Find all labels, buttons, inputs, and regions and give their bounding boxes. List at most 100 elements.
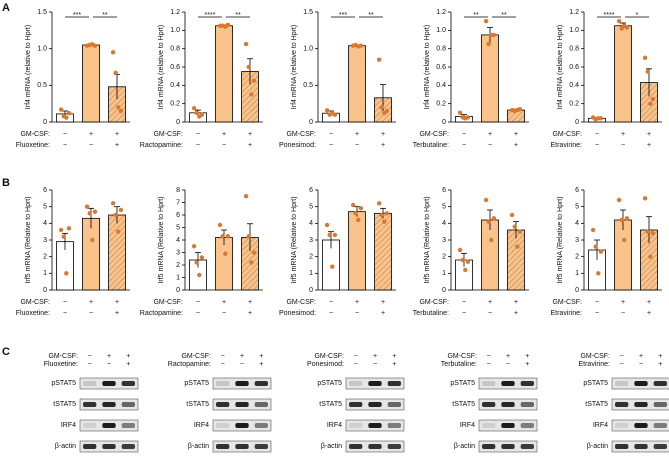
data-point	[384, 108, 390, 114]
y-tick-label: 0.4	[436, 82, 446, 89]
data-point	[191, 244, 197, 249]
condition-sign: +	[89, 299, 93, 306]
band-label: IRF4	[61, 422, 76, 429]
condition-sign: −	[487, 361, 491, 368]
band-label: β-actin	[188, 443, 209, 450]
condition-sign: −	[595, 142, 599, 149]
condition-sign: −	[487, 353, 491, 360]
y-tick-label: 5	[176, 224, 180, 231]
blot-band	[235, 402, 249, 407]
y-tick-label: 5	[43, 204, 47, 211]
y-tick-label: 3	[442, 237, 446, 244]
data-point	[194, 260, 199, 265]
condition-sign: −	[196, 131, 200, 138]
condition-sign: −	[88, 353, 92, 360]
condition-sign: −	[595, 310, 599, 317]
data-point	[483, 197, 489, 203]
data-point	[118, 207, 124, 213]
data-point	[624, 216, 630, 221]
condition-sign: +	[355, 131, 359, 138]
data-point	[110, 50, 116, 55]
condition-sign: +	[248, 299, 252, 306]
row-label: Etravirine:	[550, 310, 582, 317]
blot-band	[482, 444, 496, 449]
condition-sign: +	[115, 310, 119, 317]
row-label: Terbutaline:	[413, 142, 449, 149]
y-tick-label: 7	[176, 199, 180, 206]
blot-band	[235, 381, 249, 386]
condition-sign: −	[196, 142, 200, 149]
data-point	[251, 78, 257, 83]
row-label: GM-CSF:	[20, 131, 50, 138]
data-point	[243, 41, 249, 47]
row-label: Ponesimod:	[279, 142, 316, 149]
data-point	[249, 92, 254, 97]
y-axis-label: Irf4 mRNA (relative to Hprt)	[557, 25, 564, 109]
data-point	[327, 232, 332, 238]
data-point	[358, 206, 364, 211]
y-axis-label: Irf4 mRNA (relative to Hprt)	[291, 25, 298, 109]
band-label: IRF4	[593, 422, 608, 429]
blot-band	[216, 423, 230, 428]
row-label: Terbutaline:	[413, 310, 449, 317]
data-point	[517, 229, 523, 234]
condition-sign: −	[107, 361, 111, 368]
blot-band	[653, 381, 667, 386]
y-tick-label: 0	[442, 119, 446, 126]
blot-band	[235, 444, 249, 449]
condition-sign: −	[222, 142, 226, 149]
blot-band	[501, 423, 515, 428]
blot-band	[102, 381, 116, 386]
blot-band	[520, 444, 534, 449]
y-tick-label: 6	[176, 212, 180, 219]
band-label: pSTAT5	[317, 380, 342, 387]
blot-band	[349, 444, 363, 449]
band-label: pSTAT5	[583, 380, 608, 387]
y-tick-label: 1.0	[569, 27, 579, 34]
blot-band	[653, 402, 667, 407]
data-point	[616, 197, 622, 203]
y-axis-label: Irf4 mRNA (relative to Hprt)	[158, 25, 165, 109]
blot-band	[387, 444, 401, 449]
blot-band	[653, 423, 667, 428]
y-axis-label: Irf5 mRNA (Relative to Hprt)	[291, 196, 298, 283]
blot-band	[83, 444, 97, 449]
condition-sign: +	[639, 353, 643, 360]
data-point	[486, 41, 491, 47]
y-tick-label: 0	[309, 119, 313, 126]
data-point	[330, 264, 335, 269]
blot-band	[121, 423, 135, 428]
band-label: tSTAT5	[319, 401, 342, 408]
y-tick-label: 3	[309, 237, 313, 244]
blot-band	[254, 423, 268, 428]
row-label: Ponesimod:	[307, 361, 344, 368]
condition-sign: +	[115, 142, 119, 149]
condition-sign: −	[354, 361, 358, 368]
data-point	[191, 106, 197, 111]
data-point	[251, 250, 257, 255]
blot-band	[387, 381, 401, 386]
data-point	[457, 110, 463, 116]
y-tick-label: 2	[176, 262, 180, 269]
data-point	[90, 237, 95, 243]
bar	[215, 237, 233, 291]
bar	[481, 219, 499, 291]
blot-band	[102, 423, 116, 428]
condition-sign: +	[621, 299, 625, 306]
bar	[614, 219, 632, 291]
y-tick-label: 4	[176, 237, 180, 244]
condition-sign: +	[621, 131, 625, 138]
condition-sign: +	[647, 131, 651, 138]
blot-band	[634, 381, 648, 386]
blot-band	[254, 381, 268, 386]
condition-sign: +	[355, 299, 359, 306]
y-tick-label: 5	[442, 204, 446, 211]
significance-label: ****	[604, 12, 615, 19]
blot-band	[368, 444, 382, 449]
y-tick-label: 0.5	[37, 82, 47, 89]
data-point	[515, 244, 520, 249]
row-label: GM-CSF:	[153, 131, 183, 138]
condition-sign: −	[621, 310, 625, 317]
y-tick-label: 1.0	[303, 46, 313, 53]
data-point	[353, 211, 358, 216]
